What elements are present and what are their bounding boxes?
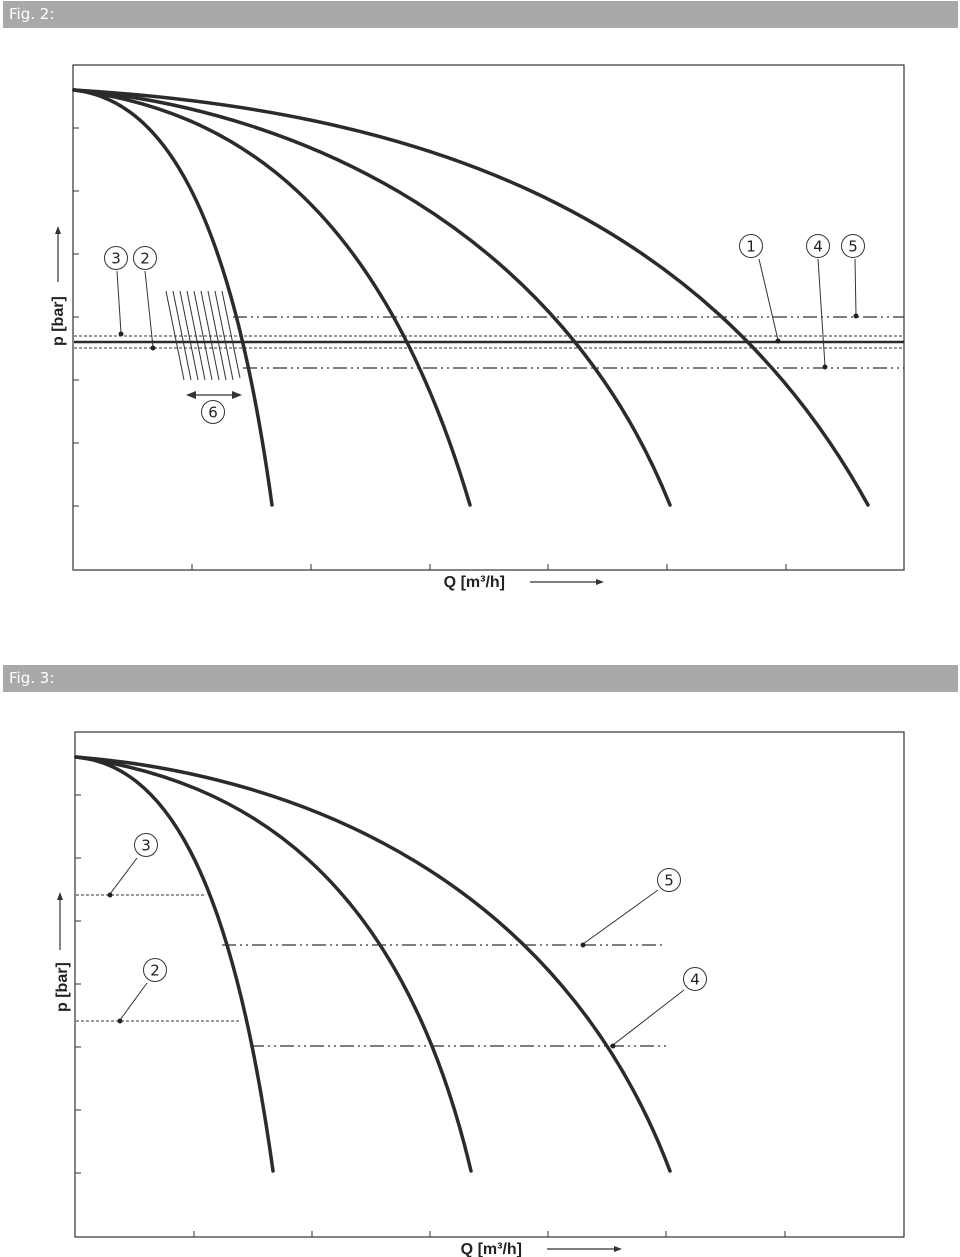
callout-5: 5 (657, 868, 681, 892)
pump-curve-2 (72, 88, 472, 507)
callout-6: 6 (201, 400, 225, 424)
pump-curves (72, 88, 870, 507)
svg-text:6: 6 (208, 404, 218, 422)
callout-2: 2 (143, 958, 167, 982)
pump-curve-1 (74, 755, 275, 1173)
x-axis-label: Q [m³/h] (444, 574, 505, 591)
callout-dots (107, 892, 616, 1049)
svg-text:5: 5 (664, 872, 674, 890)
pump-curve-3 (72, 88, 672, 507)
svg-text:1: 1 (746, 238, 756, 256)
figure-2-title: Fig. 2: (3, 1, 958, 28)
svg-text:2: 2 (150, 962, 160, 980)
hatched-range (165, 290, 241, 381)
figure-3-diagram: 3 2 5 4 Q [m³/h] p [bar] (54, 731, 905, 1257)
callout-3: 3 (134, 833, 158, 857)
y-ticks (73, 127, 79, 507)
y-axis-label: p [bar] (54, 962, 71, 1012)
callout-4: 4 (806, 234, 830, 258)
svg-text:2: 2 (140, 250, 150, 268)
svg-text:4: 4 (690, 971, 700, 989)
y-axis-arrow (55, 226, 61, 282)
plot-frame (74, 731, 905, 1238)
callout-2: 2 (133, 246, 157, 270)
svg-text:3: 3 (111, 250, 121, 268)
callout-4: 4 (683, 967, 707, 991)
pump-curve-3 (74, 755, 672, 1173)
pump-curve-2 (74, 755, 473, 1173)
x-axis-arrow (530, 579, 604, 585)
pump-curve-4 (72, 88, 870, 507)
callout-1: 1 (739, 234, 763, 258)
y-axis-arrow (57, 892, 63, 950)
svg-text:5: 5 (848, 238, 858, 256)
svg-text:4: 4 (813, 238, 823, 256)
pump-curves (74, 755, 672, 1173)
y-axis-label: p [bar] (50, 296, 67, 346)
callout-leaders (116, 258, 857, 367)
range-double-arrow (186, 391, 242, 399)
pump-curve-1 (72, 88, 274, 507)
callout-leaders (109, 857, 685, 1046)
x-ticks (193, 1231, 786, 1237)
x-axis-label: Q [m³/h] (461, 1241, 522, 1257)
x-axis-arrow (547, 1246, 622, 1252)
callout-dots (118, 313, 859, 370)
y-ticks (75, 794, 81, 1174)
x-ticks (191, 564, 787, 570)
figure-2-diagram: 3 2 1 4 5 6 Q [m³/h] p [bar] (50, 64, 905, 591)
callout-5: 5 (841, 234, 865, 258)
callout-3: 3 (104, 246, 128, 270)
figure-3-title: Fig. 3: (3, 665, 958, 692)
svg-text:3: 3 (141, 837, 151, 855)
